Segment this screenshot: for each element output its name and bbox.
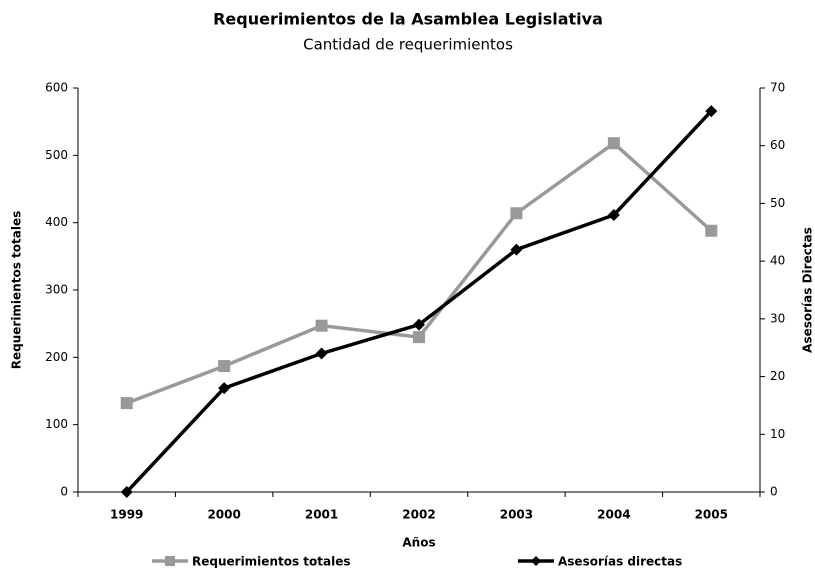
y2-tick-label: 50 — [770, 196, 785, 210]
x-tick-label: 2000 — [207, 508, 240, 522]
x-tick-label: 2003 — [500, 508, 533, 522]
y2-tick-label: 70 — [770, 81, 785, 95]
x-tick-label: 2004 — [597, 508, 630, 522]
series-marker — [510, 207, 523, 220]
y-tick-label: 300 — [45, 283, 68, 297]
series-marker — [218, 360, 231, 373]
series-marker — [705, 224, 718, 237]
series-marker — [607, 208, 620, 221]
y2-tick-label: 20 — [770, 369, 785, 383]
legend-label: Asesorías directas — [558, 555, 682, 569]
y-tick-label: 400 — [45, 215, 68, 229]
y2-tick-label: 10 — [770, 427, 785, 441]
y-tick-label: 600 — [45, 81, 68, 95]
x-tick-label: 2001 — [305, 508, 338, 522]
chart-title: Requerimientos de la Asamblea Legislativ… — [213, 10, 603, 29]
y-tick-label: 500 — [45, 148, 68, 162]
x-tick-label: 2005 — [695, 508, 728, 522]
y2-tick-label: 30 — [770, 311, 785, 325]
series-marker — [120, 397, 133, 410]
x-tick-label: 1999 — [110, 508, 143, 522]
chart-subtitle: Cantidad de requerimientos — [303, 36, 513, 54]
series-marker — [607, 137, 620, 150]
y2-axis-label: Asesorías Directas — [801, 227, 815, 353]
legend-marker — [531, 556, 541, 566]
y-tick-label: 0 — [60, 485, 68, 499]
series-marker — [315, 347, 328, 360]
series-marker — [315, 319, 328, 332]
y-tick-label: 100 — [45, 417, 68, 431]
series-line — [126, 140, 713, 405]
legend-marker — [165, 556, 175, 566]
series-marker — [120, 486, 133, 498]
x-tick-label: 2002 — [402, 508, 435, 522]
series-marker — [218, 382, 231, 395]
legend-label: Requerimientos totales — [192, 555, 351, 569]
series-line — [125, 109, 713, 494]
series-marker — [413, 331, 425, 344]
series-marker — [413, 318, 425, 331]
y2-tick-label: 0 — [770, 485, 778, 499]
y2-tick-label: 40 — [770, 254, 785, 268]
x-axis-label: Años — [402, 536, 435, 550]
y-axis-label: Requerimientos totales — [10, 211, 24, 370]
y2-tick-label: 60 — [770, 138, 785, 152]
series-marker — [705, 105, 718, 118]
series-marker — [510, 243, 523, 256]
y-tick-label: 200 — [45, 350, 68, 364]
